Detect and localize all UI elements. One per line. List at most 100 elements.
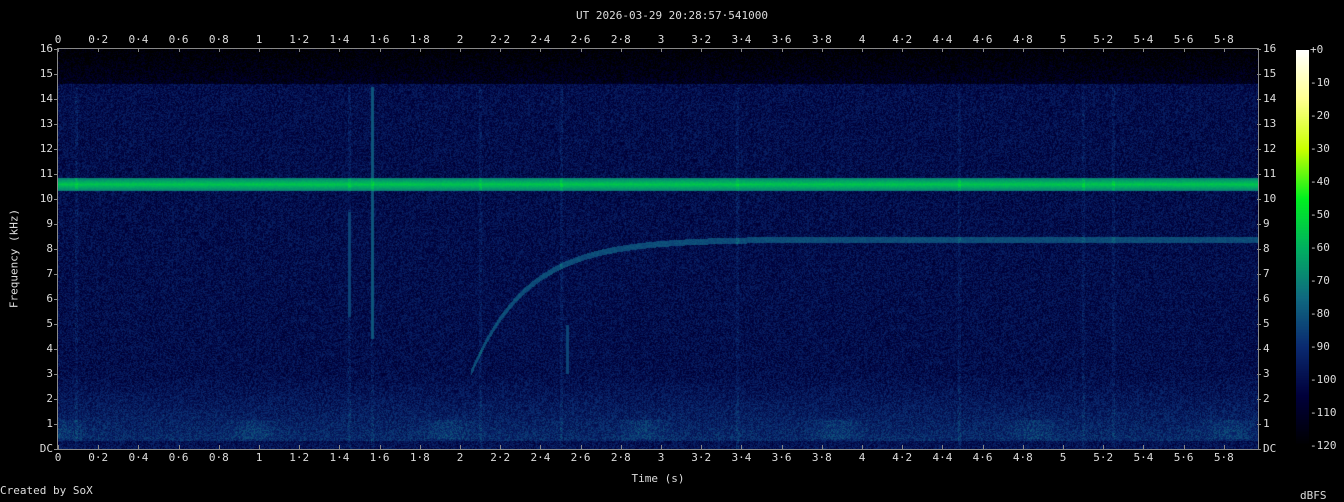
colorbar-tick-label: -20 bbox=[1310, 109, 1330, 122]
y-tick-label-right: 13 bbox=[1263, 117, 1277, 130]
colorbar-tick-label: -110 bbox=[1310, 406, 1337, 419]
y-tick-label-left: 15 bbox=[39, 67, 53, 80]
y-tick-label-right: 2 bbox=[1263, 392, 1270, 405]
x-tick-mark bbox=[299, 445, 301, 449]
x-tick-mark bbox=[701, 48, 703, 52]
y-tick-mark bbox=[54, 449, 58, 450]
x-tick-label: 2·2 bbox=[490, 451, 511, 464]
x-tick-label: 5·6 bbox=[1173, 451, 1194, 464]
colorbar-tick-label: -90 bbox=[1310, 340, 1330, 353]
y-tick-mark bbox=[1257, 224, 1261, 225]
x-tick-label: 1·6 bbox=[369, 451, 390, 464]
y-tick-mark bbox=[54, 49, 58, 50]
colorbar bbox=[1296, 50, 1309, 446]
colorbar-tick-label: +0 bbox=[1310, 43, 1324, 56]
x-axis-label: Time (s) bbox=[631, 472, 685, 485]
x-tick-mark bbox=[1183, 48, 1185, 52]
y-tick-mark bbox=[1257, 299, 1261, 300]
x-tick-mark bbox=[58, 445, 59, 449]
spectrogram-plot bbox=[58, 49, 1258, 449]
y-tick-mark bbox=[54, 249, 58, 250]
x-tick-label: 0·2 bbox=[88, 451, 109, 464]
y-tick-mark bbox=[54, 174, 58, 175]
y-tick-label-left: 14 bbox=[39, 92, 53, 105]
y-tick-mark bbox=[1257, 99, 1261, 100]
y-tick-mark bbox=[54, 274, 58, 275]
x-tick-label: 4·6 bbox=[972, 33, 993, 46]
y-tick-mark bbox=[1257, 324, 1261, 325]
y-tick-label-right: 4 bbox=[1263, 342, 1270, 355]
x-tick-mark bbox=[500, 445, 502, 449]
x-tick-label: 0·4 bbox=[128, 33, 149, 46]
x-tick-label: 4 bbox=[858, 451, 866, 464]
x-tick-label: 3·6 bbox=[771, 33, 792, 46]
x-tick-label: 2 bbox=[456, 451, 464, 464]
x-tick-mark bbox=[1103, 445, 1105, 449]
x-tick-mark bbox=[741, 48, 743, 52]
x-tick-mark bbox=[540, 445, 542, 449]
x-tick-mark bbox=[379, 48, 381, 52]
colorbar-tick-label: -40 bbox=[1310, 175, 1330, 188]
x-tick-label: 0 bbox=[54, 33, 62, 46]
y-tick-label-left: DC bbox=[39, 442, 53, 455]
x-tick-label: 3 bbox=[657, 451, 665, 464]
y-tick-mark bbox=[1257, 174, 1261, 175]
y-tick-mark bbox=[1257, 449, 1261, 450]
y-tick-mark bbox=[54, 99, 58, 100]
x-tick-label: 0·6 bbox=[168, 33, 189, 46]
y-tick-mark bbox=[54, 324, 58, 325]
x-tick-label: 4·8 bbox=[1012, 33, 1033, 46]
y-tick-label-left: 1 bbox=[46, 417, 53, 430]
x-tick-mark bbox=[98, 445, 100, 449]
y-tick-mark bbox=[54, 124, 58, 125]
x-tick-label: 0·8 bbox=[208, 451, 229, 464]
x-tick-mark bbox=[862, 48, 864, 52]
x-tick-mark bbox=[902, 48, 904, 52]
x-tick-mark bbox=[419, 48, 421, 52]
y-tick-label-right: 9 bbox=[1263, 217, 1270, 230]
x-tick-mark bbox=[500, 48, 502, 52]
x-tick-mark bbox=[781, 445, 783, 449]
colorbar-tick-label: -80 bbox=[1310, 307, 1330, 320]
x-tick-label: 1·6 bbox=[369, 33, 390, 46]
x-tick-mark bbox=[982, 445, 984, 449]
x-tick-label: 5·6 bbox=[1173, 33, 1194, 46]
x-tick-mark bbox=[58, 48, 59, 52]
y-tick-label-left: 13 bbox=[39, 117, 53, 130]
y-tick-label-right: 10 bbox=[1263, 192, 1277, 205]
x-tick-mark bbox=[1103, 48, 1105, 52]
x-tick-mark bbox=[1143, 445, 1145, 449]
y-tick-label-right: 6 bbox=[1263, 292, 1270, 305]
x-tick-label: 1·2 bbox=[289, 33, 310, 46]
x-tick-label: 1·4 bbox=[329, 451, 350, 464]
y-tick-label-left: 6 bbox=[46, 292, 53, 305]
x-tick-mark bbox=[701, 445, 703, 449]
y-tick-label-right: 1 bbox=[1263, 417, 1270, 430]
y-tick-mark bbox=[1257, 49, 1261, 50]
x-tick-label: 3·8 bbox=[811, 33, 832, 46]
y-tick-label-right: 15 bbox=[1263, 67, 1277, 80]
x-tick-label: 5·8 bbox=[1213, 451, 1234, 464]
x-tick-label: 1·8 bbox=[409, 451, 430, 464]
y-tick-label-left: 4 bbox=[46, 342, 53, 355]
x-tick-label: 2·6 bbox=[570, 451, 591, 464]
x-tick-mark bbox=[1143, 48, 1145, 52]
x-tick-mark bbox=[1063, 48, 1065, 52]
y-tick-mark bbox=[1257, 124, 1261, 125]
x-tick-label: 0·4 bbox=[128, 451, 149, 464]
y-tick-mark bbox=[1257, 199, 1261, 200]
x-tick-mark bbox=[620, 48, 622, 52]
y-tick-mark bbox=[54, 199, 58, 200]
y-tick-label-right: 16 bbox=[1263, 42, 1277, 55]
y-tick-label-right: DC bbox=[1263, 442, 1277, 455]
chart-title: UT 2026-03-29 20:28:57·541000 bbox=[575, 9, 769, 22]
x-tick-mark bbox=[781, 48, 783, 52]
x-tick-mark bbox=[620, 445, 622, 449]
x-tick-label: 4·2 bbox=[892, 451, 913, 464]
x-tick-label: 4·8 bbox=[1012, 451, 1033, 464]
x-tick-label: 5 bbox=[1059, 33, 1067, 46]
x-tick-label: 5·4 bbox=[1133, 33, 1154, 46]
x-tick-mark bbox=[218, 48, 220, 52]
x-tick-mark bbox=[862, 445, 864, 449]
x-tick-label: 4·2 bbox=[892, 33, 913, 46]
